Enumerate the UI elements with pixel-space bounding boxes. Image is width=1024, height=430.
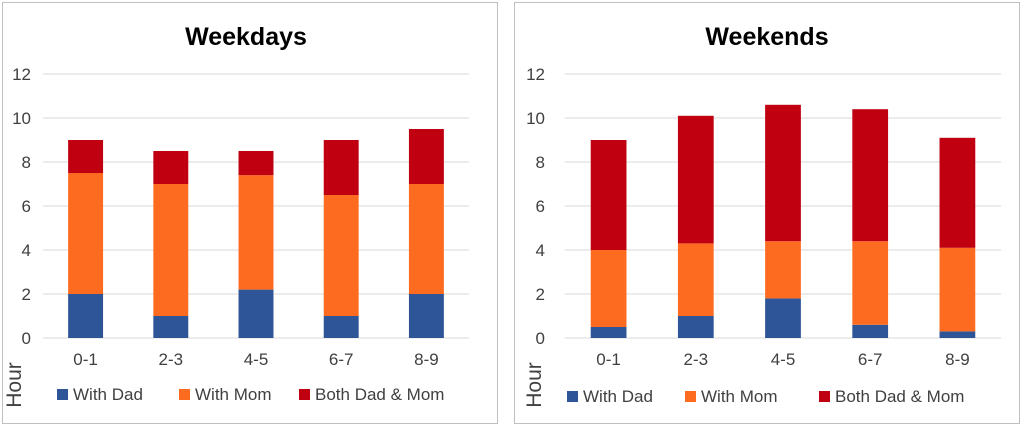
legend-swatch bbox=[685, 391, 696, 402]
bar-segment-both bbox=[590, 140, 627, 250]
bar-segment-with-dad bbox=[677, 316, 714, 338]
chart-title: Weekends bbox=[705, 23, 828, 51]
chart-title: Weekdays bbox=[185, 23, 307, 51]
bar-segment-with-dad bbox=[939, 331, 976, 338]
bar-segment-with-mom bbox=[323, 195, 359, 316]
bar-segment-with-mom bbox=[765, 241, 801, 299]
x-tick-label: 0-1 bbox=[596, 350, 621, 369]
x-tick-label: 8-9 bbox=[414, 350, 439, 369]
bar-segment-with-dad bbox=[323, 316, 359, 338]
x-tick-label: 8-9 bbox=[945, 350, 970, 369]
y-tick-label: 0 bbox=[536, 329, 545, 348]
y-tick-label: 12 bbox=[12, 65, 31, 84]
bar-segment-both bbox=[323, 140, 359, 195]
bar-segment-with-dad bbox=[153, 316, 189, 338]
bar-segment-both bbox=[765, 104, 801, 242]
y-tick-label: 6 bbox=[536, 197, 545, 216]
y-tick-label: 12 bbox=[526, 65, 545, 84]
legend-label: Both Dad & Mom bbox=[835, 387, 964, 406]
bar-segment-with-mom bbox=[153, 184, 189, 316]
y-tick-label: 0 bbox=[22, 329, 31, 348]
x-tick-label: 4-5 bbox=[244, 350, 269, 369]
x-tick-label: 4-5 bbox=[771, 350, 796, 369]
y-tick-label: 6 bbox=[22, 197, 31, 216]
weekends-chart: Weekends 0 2 4 6 8 10 12 0-1 2-3 4-5 6-7 8-9 Hour With… bbox=[523, 23, 1001, 408]
bar-segment-with-dad bbox=[590, 327, 627, 338]
bar-segment-with-mom bbox=[238, 175, 274, 290]
bar-segment-with-mom bbox=[852, 241, 889, 325]
weekdays-chart: Weekdays 0 2 4 6 8 10 12 0-1 2-3 4-5 6-7 8-9 Hour With… bbox=[3, 23, 469, 408]
legend-swatch bbox=[179, 389, 190, 400]
bar-segment-with-dad bbox=[852, 324, 889, 338]
y-tick-label: 8 bbox=[22, 153, 31, 172]
bar-segment-with-mom bbox=[408, 184, 444, 294]
bar-segment-with-mom bbox=[677, 243, 714, 316]
y-tick-label: 2 bbox=[536, 285, 545, 304]
x-tick-label: 6-7 bbox=[858, 350, 883, 369]
y-tick-label: 10 bbox=[526, 109, 545, 128]
x-tick-label: 0-1 bbox=[73, 350, 98, 369]
y-tick-label: 4 bbox=[22, 241, 31, 260]
y-tick-label: 10 bbox=[12, 109, 31, 128]
chart-panel-weekends: Weekends 0 2 4 6 8 10 12 0-1 2-3 4-5 6-7 8-9 Hour With… bbox=[514, 2, 1020, 424]
x-tick-label: 6-7 bbox=[329, 350, 354, 369]
y-axis-label: Hour bbox=[3, 362, 26, 408]
legend-label: With Dad bbox=[73, 385, 143, 404]
x-tick-label: 2-3 bbox=[684, 350, 709, 369]
bar-segment-both bbox=[677, 115, 714, 244]
bar-segment-both bbox=[852, 109, 889, 242]
legend-swatch bbox=[819, 391, 830, 402]
legend-label: With Mom bbox=[701, 387, 778, 406]
bar-segment-with-mom bbox=[939, 247, 976, 332]
legend-swatch bbox=[57, 389, 68, 400]
chart-panel-weekdays: Weekdays 0 2 4 6 8 10 12 0-1 2-3 4-5 6-7 8-9 Hour With… bbox=[2, 2, 498, 424]
x-tick-label: 2-3 bbox=[159, 350, 184, 369]
bar-segment-both bbox=[408, 129, 444, 184]
bar-segment-with-dad bbox=[408, 294, 444, 338]
bar-segment-both bbox=[68, 140, 104, 173]
bar-segment-with-dad bbox=[765, 298, 801, 338]
bar-segment-with-mom bbox=[590, 250, 627, 327]
bar-segment-both bbox=[939, 137, 976, 248]
bar-segment-with-mom bbox=[68, 173, 104, 294]
y-tick-label: 4 bbox=[536, 241, 545, 260]
bar-segment-with-dad bbox=[68, 294, 104, 338]
bar-segment-with-dad bbox=[238, 289, 274, 338]
bar-segment-both bbox=[153, 151, 189, 184]
legend-swatch bbox=[567, 391, 578, 402]
legend-swatch bbox=[299, 389, 310, 400]
legend-label: Both Dad & Mom bbox=[315, 385, 444, 404]
legend-label: With Mom bbox=[195, 385, 272, 404]
y-axis-label: Hour bbox=[523, 362, 546, 408]
y-tick-label: 2 bbox=[22, 285, 31, 304]
bar-segment-both bbox=[238, 151, 274, 176]
legend-label: With Dad bbox=[583, 387, 653, 406]
y-tick-label: 8 bbox=[536, 153, 545, 172]
